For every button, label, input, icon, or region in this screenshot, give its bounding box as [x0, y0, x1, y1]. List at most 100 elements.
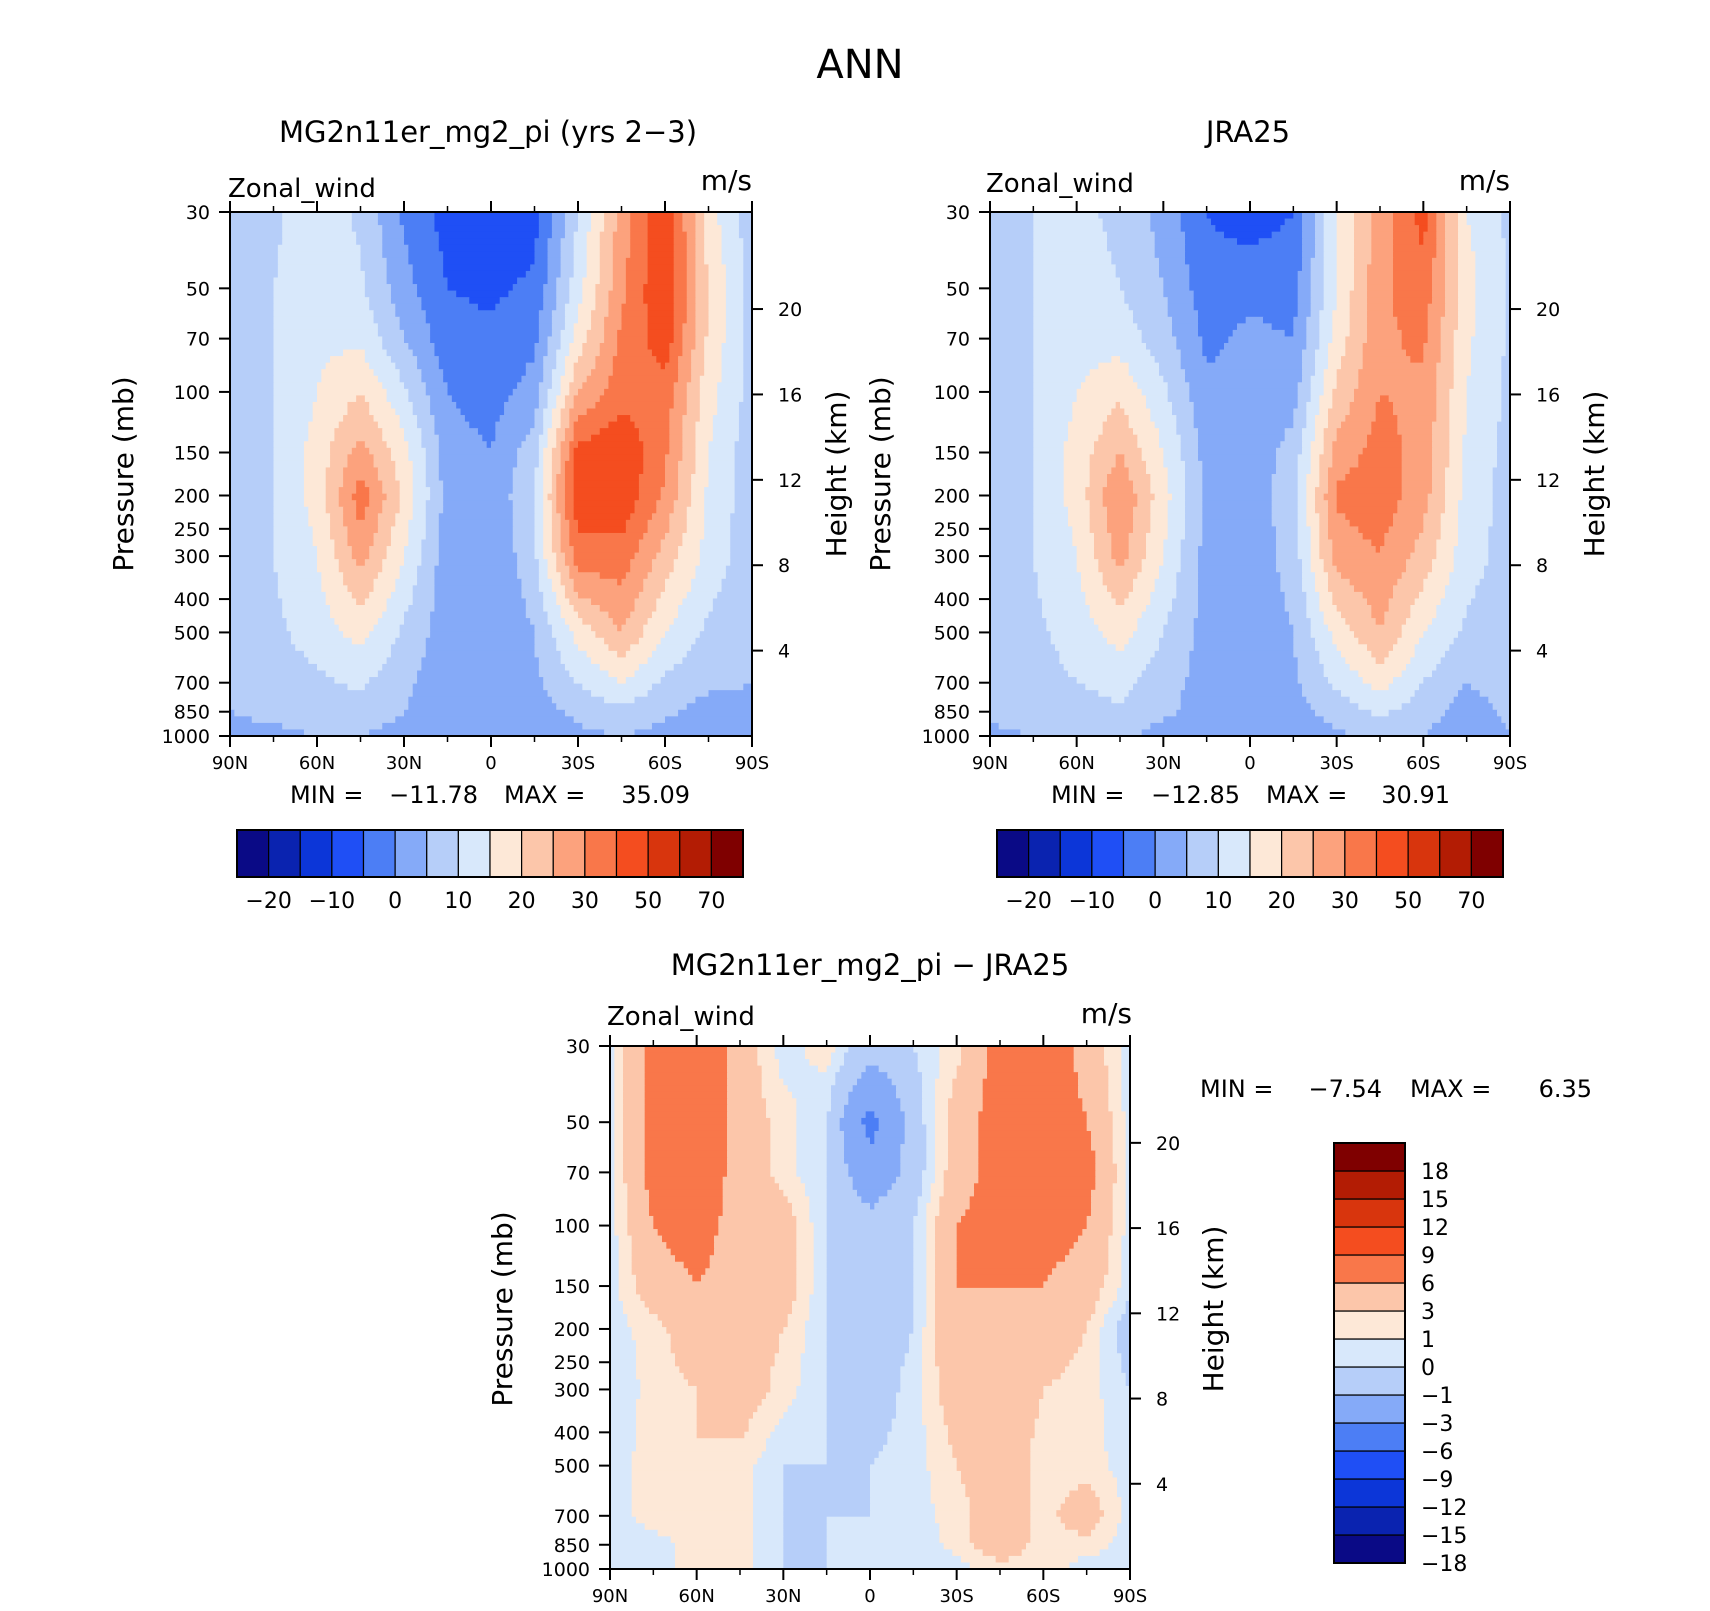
- field-cell: [538, 310, 553, 318]
- field-cell: [1475, 270, 1507, 279]
- field-cell: [783, 1078, 836, 1086]
- field-cell: [935, 1314, 1092, 1322]
- field-cell: [538, 559, 549, 567]
- field-cell: [682, 329, 697, 338]
- field-cell: [334, 434, 383, 442]
- field-cell: [369, 591, 392, 600]
- field-cell: [578, 526, 627, 534]
- field-cell: [669, 343, 683, 351]
- field-cell: [1276, 552, 1299, 560]
- field-cell: [1115, 454, 1125, 462]
- field-cell: [813, 1261, 828, 1269]
- field-cell: [1237, 323, 1273, 331]
- field-cell: [1297, 297, 1312, 305]
- field-cell: [399, 487, 414, 495]
- field-cell: [1371, 225, 1394, 233]
- field-cell: [1319, 526, 1329, 534]
- field-cell: [623, 1144, 646, 1152]
- field-cell: [727, 1157, 771, 1165]
- field-cell: [573, 401, 596, 410]
- field-cell: [631, 1261, 685, 1269]
- field-cell: [695, 251, 705, 259]
- field-cell: [935, 1281, 958, 1289]
- field-cell: [1432, 284, 1446, 292]
- field-cell: [273, 532, 314, 541]
- field-cell: [1033, 434, 1069, 442]
- field-cell: [1117, 1477, 1130, 1485]
- field-cell: [338, 421, 379, 429]
- field-cell: [1039, 1399, 1105, 1407]
- field-cell: [338, 487, 357, 495]
- field-cell: [948, 1130, 979, 1139]
- field-cell: [826, 1124, 841, 1132]
- field-cell: [1033, 323, 1138, 331]
- field-cell: [614, 1098, 624, 1106]
- field-cell: [604, 729, 636, 736]
- field-cell: [547, 611, 562, 619]
- field-cell: [696, 1412, 754, 1420]
- field-cell: [1102, 421, 1130, 429]
- field-cell: [556, 644, 579, 652]
- field-cell: [556, 487, 566, 495]
- field-cell: [1449, 441, 1463, 449]
- y-tick-label: 300: [554, 1379, 590, 1401]
- field-cell: [610, 1261, 620, 1269]
- field-cell: [818, 1065, 828, 1073]
- field-cell: [1297, 395, 1312, 403]
- field-cell: [826, 1235, 914, 1243]
- field-cell: [796, 1098, 832, 1106]
- field-cell: [599, 428, 640, 436]
- field-cell: [1167, 467, 1186, 475]
- field-cell: [682, 323, 697, 331]
- field-cell: [1423, 349, 1442, 357]
- field-cell: [1323, 290, 1338, 298]
- field-cell: [1104, 1046, 1122, 1054]
- field-cell: [926, 1451, 953, 1459]
- field-cell: [230, 611, 283, 619]
- field-cell: [610, 1059, 615, 1067]
- field-cell: [610, 1412, 637, 1420]
- field-cell: [560, 578, 575, 586]
- field-cell: [434, 218, 540, 226]
- field-cell: [1095, 1163, 1118, 1171]
- field-cell: [382, 565, 401, 573]
- field-cell: [678, 460, 697, 469]
- field-cell: [1419, 231, 1424, 239]
- field-cell: [673, 212, 683, 220]
- field-cell: [922, 1091, 936, 1099]
- field-cell: [669, 415, 683, 423]
- field-cell: [1475, 585, 1510, 593]
- field-cell: [665, 670, 752, 678]
- field-cell: [417, 421, 436, 429]
- field-cell: [727, 1124, 771, 1132]
- field-cell: [1336, 244, 1355, 252]
- field-cell: [1091, 1137, 1114, 1145]
- field-cell: [614, 1170, 624, 1178]
- field-cell: [948, 1425, 1036, 1433]
- field-cell: [1112, 1470, 1130, 1479]
- field-cell: [1371, 428, 1398, 436]
- field-cell: [673, 264, 688, 272]
- field-cell: [1125, 1163, 1130, 1171]
- field-cell: [1180, 565, 1199, 573]
- field-cell: [395, 513, 414, 521]
- colorbar-label: −15: [1421, 1524, 1467, 1549]
- field-cell: [1293, 323, 1307, 331]
- field-cell: [636, 1281, 797, 1289]
- field-cell: [1315, 349, 1329, 357]
- field-cell: [848, 1098, 901, 1106]
- field-cell: [743, 323, 752, 331]
- field-cell: [404, 552, 422, 560]
- field-cell: [1202, 493, 1273, 501]
- field-cell: [1193, 618, 1290, 626]
- field-cell: [1102, 631, 1134, 639]
- colorbar-label: 30: [1331, 889, 1359, 914]
- field-cell: [1323, 428, 1338, 436]
- field-cell: [343, 506, 357, 514]
- field-cell: [1115, 598, 1125, 606]
- field-cell: [990, 526, 1034, 534]
- field-cell: [1449, 401, 1468, 410]
- field-cell: [1297, 519, 1307, 527]
- field-cell: [987, 1059, 1075, 1067]
- x-tick-label: 60S: [1406, 753, 1440, 774]
